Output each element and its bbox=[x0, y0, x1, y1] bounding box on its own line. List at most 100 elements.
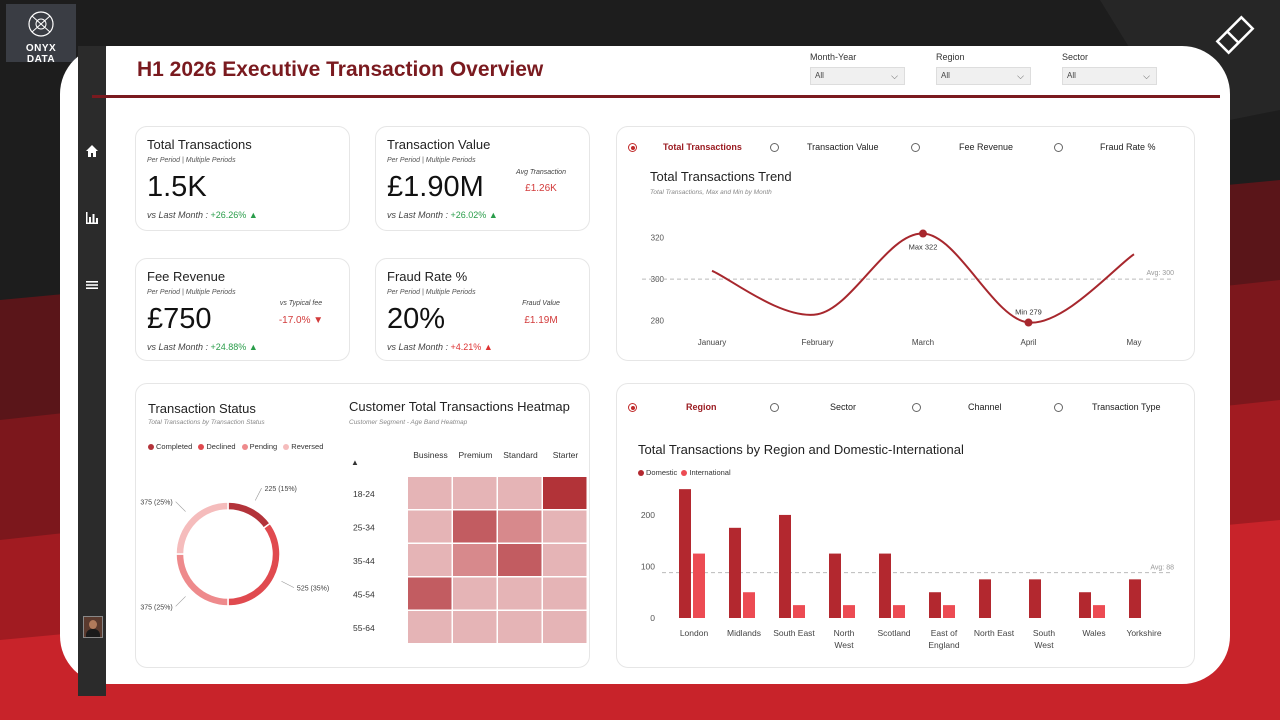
heatmap-cell bbox=[453, 477, 497, 509]
kpi-title: Fee Revenue bbox=[147, 269, 226, 284]
option-sector[interactable]: Sector bbox=[830, 402, 857, 412]
month-year-dropdown[interactable]: All ⌵ bbox=[810, 67, 905, 85]
option-region[interactable]: Region bbox=[686, 402, 717, 412]
kpi-delta: +24.88% bbox=[210, 342, 247, 352]
option-fraud-rate[interactable]: Fraud Rate % bbox=[1100, 142, 1156, 152]
option-total-transactions[interactable]: Total Transactions bbox=[663, 142, 742, 152]
filter-value: All bbox=[941, 71, 950, 80]
kpi-footer-label: vs Last Month : bbox=[147, 210, 211, 220]
up-arrow-icon: ▲ bbox=[483, 342, 493, 352]
heatmap-cell bbox=[543, 577, 587, 610]
bar-international bbox=[693, 553, 705, 618]
menu-icon[interactable] bbox=[84, 278, 100, 294]
filter-value: All bbox=[815, 71, 824, 80]
option-transaction-type[interactable]: Transaction Type bbox=[1092, 402, 1161, 412]
kpi-total-transactions[interactable]: Total Transactions Per Period | Multiple… bbox=[135, 126, 350, 231]
legend-pending-dot bbox=[241, 444, 248, 451]
sort-ascending-icon[interactable]: ▲ bbox=[351, 458, 359, 467]
bar-international bbox=[943, 605, 955, 618]
brand-name-line2: DATA bbox=[26, 54, 56, 65]
radio-channel[interactable] bbox=[912, 403, 921, 412]
kpi-value: 20% bbox=[387, 303, 446, 335]
donut-data-label: 375 (25%) bbox=[140, 500, 172, 507]
kpi-side-value: £1.19M bbox=[524, 315, 558, 326]
bar-chart-icon[interactable] bbox=[84, 211, 100, 227]
bar-domestic bbox=[829, 553, 841, 618]
x-tick-label: South bbox=[1033, 628, 1055, 638]
user-avatar[interactable] bbox=[83, 616, 103, 638]
y-tick-label: 100 bbox=[641, 561, 655, 571]
radio-fraud-rate[interactable] bbox=[1054, 143, 1063, 152]
kpi-title: Total Transactions bbox=[147, 137, 252, 152]
heatmap-cell bbox=[498, 577, 542, 610]
legend-completed-dot bbox=[148, 444, 154, 451]
kpi-transaction-value[interactable]: Transaction Value Per Period | Multiple … bbox=[375, 126, 590, 231]
heatmap-cell bbox=[453, 577, 497, 610]
region-dropdown[interactable]: All ⌵ bbox=[936, 67, 1031, 85]
filter-label: Region bbox=[936, 52, 965, 62]
bar-domestic bbox=[929, 592, 941, 618]
legend-declined: Declined bbox=[206, 442, 236, 451]
up-arrow-icon: ▲ bbox=[248, 210, 258, 220]
onyx-globe-icon bbox=[28, 11, 54, 37]
x-tick-label: April bbox=[1020, 338, 1036, 347]
kpi-value: £1.90M bbox=[387, 171, 484, 203]
heatmap-cell bbox=[408, 577, 452, 610]
heatmap-cell bbox=[498, 611, 542, 643]
x-tick-label: West bbox=[1034, 640, 1054, 650]
heatmap-cell bbox=[498, 477, 542, 509]
x-tick-label: East of bbox=[931, 628, 958, 638]
y-tick-label: 0 bbox=[650, 613, 655, 623]
chevron-down-icon: ⌵ bbox=[891, 71, 898, 81]
home-icon[interactable] bbox=[84, 144, 100, 160]
x-tick-label: South East bbox=[773, 628, 815, 638]
x-tick-label: Midlands bbox=[727, 628, 761, 638]
kpi-footer: vs Last Month : +24.88% ▲ bbox=[147, 342, 258, 352]
bar-domestic bbox=[979, 579, 991, 618]
radio-sector[interactable] bbox=[770, 403, 779, 412]
radio-region[interactable] bbox=[628, 403, 637, 412]
radio-transaction-type[interactable] bbox=[1054, 403, 1063, 412]
donut-slice bbox=[175, 501, 229, 555]
heatmap-column-header: Business bbox=[413, 450, 448, 460]
kpi-subtitle: Per Period | Multiple Periods bbox=[147, 289, 236, 296]
kpi-footer-label: vs Last Month : bbox=[387, 210, 451, 220]
kpi-footer: vs Last Month : +4.21% ▲ bbox=[387, 342, 493, 352]
trend-line-chart: 280 300 320 Avg: 300 Max 322 Min 279 January Fe… bbox=[642, 229, 1174, 347]
heatmap-cell bbox=[543, 544, 587, 576]
sector-dropdown[interactable]: All ⌵ bbox=[1062, 67, 1157, 85]
option-fee-revenue[interactable]: Fee Revenue bbox=[959, 142, 1014, 152]
heatmap-row-header: 25-34 bbox=[353, 522, 375, 532]
bar-domestic bbox=[879, 553, 891, 618]
donut-data-label: 525 (35%) bbox=[297, 586, 329, 593]
radio-transaction-value[interactable] bbox=[770, 143, 779, 152]
donut-leader-line bbox=[175, 596, 186, 607]
radio-total-transactions[interactable] bbox=[628, 143, 637, 152]
trend-card: Total Transactions Transaction Value Fee… bbox=[616, 126, 1195, 361]
region-legend: Domestic International bbox=[638, 468, 731, 477]
heatmap-cell bbox=[453, 510, 497, 543]
min-point bbox=[1024, 318, 1033, 327]
region-chart-title: Total Transactions by Region and Domesti… bbox=[638, 442, 964, 457]
eraser-icon[interactable] bbox=[1212, 12, 1258, 58]
customer-heatmap: Business Premium Standard Starter 18-24 25-34… bbox=[353, 450, 587, 643]
bar-international bbox=[743, 592, 755, 618]
kpi-footer: vs Last Month : +26.02% ▲ bbox=[387, 210, 498, 220]
kpi-subtitle: Per Period | Multiple Periods bbox=[387, 289, 476, 296]
region-card: Region Sector Channel Transaction Type T… bbox=[616, 383, 1195, 668]
radio-fee-revenue[interactable] bbox=[911, 143, 920, 152]
heatmap-column-header: Starter bbox=[553, 450, 579, 460]
chevron-down-icon: ⌵ bbox=[1017, 71, 1024, 81]
status-chart-subtitle: Total Transactions by Transaction Status bbox=[148, 419, 265, 426]
option-channel[interactable]: Channel bbox=[968, 402, 1002, 412]
up-arrow-icon: ▲ bbox=[488, 210, 498, 220]
y-tick-label: 300 bbox=[651, 275, 665, 284]
bar-international bbox=[1093, 605, 1105, 618]
bar-domestic bbox=[779, 514, 791, 618]
option-transaction-value[interactable]: Transaction Value bbox=[807, 142, 879, 152]
kpi-fee-revenue[interactable]: Fee Revenue Per Period | Multiple Period… bbox=[135, 258, 350, 361]
heatmap-cell bbox=[543, 611, 587, 643]
kpi-side-value: £1.26K bbox=[525, 183, 557, 194]
trend-chart-title: Total Transactions Trend bbox=[650, 169, 792, 184]
kpi-fraud-rate[interactable]: Fraud Rate % Per Period | Multiple Perio… bbox=[375, 258, 590, 361]
